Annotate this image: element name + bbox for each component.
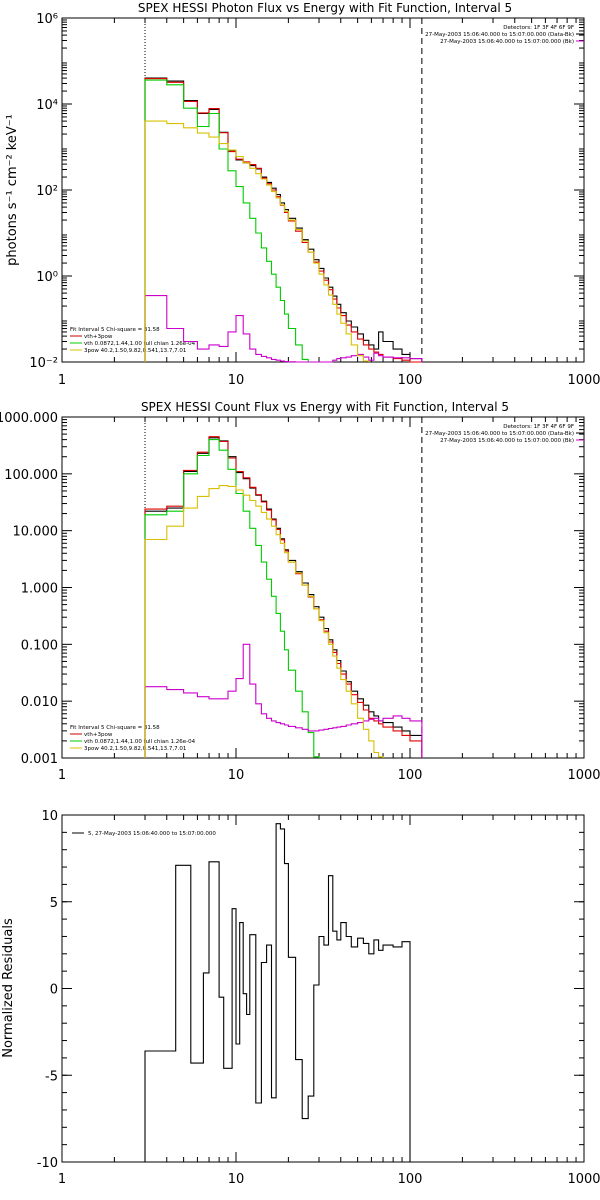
residuals-x-tick-label: 1 [58,1172,66,1187]
photon-flux-x-tick-label: 100 [398,373,423,388]
residuals-y-tick-label: -10 [37,1156,58,1171]
count-flux-series-3-histogram [144,643,423,758]
photon-flux-series-3-histogram [144,295,423,363]
count-flux-header-line-2: 27-May-2003 15:06:40.000 to 15:07:00.000… [425,431,574,437]
photon-flux-panel: SPEX HESSI Photon Flux vs Energy with Fi… [5,1,574,354]
photon-flux-x-tick-label: 10 [228,373,245,388]
photon-flux-x-tick-label: 1000 [567,373,600,388]
count-flux-y-tick-label: 0.100 [21,638,58,653]
count-flux-legend-2: vth 0.0872,1.44,1.00 full chian 1.26e-04 [84,739,196,745]
photon-flux-fit-legend: Fit Interval 5 Chi-square = 31.58 vth+3p… [70,327,196,354]
residuals-plot-area: 1 10 100 1000 -10 -5 0 5 10 [37,809,600,1187]
residuals-y-tick-label: -5 [45,1069,58,1084]
residuals-panel: Normalized Residuals 5, 27-May-2003 15:0… [1,831,216,1058]
count-flux-series-0-histogram [144,437,423,758]
photon-flux-y-tick-label: 10⁻² [29,356,58,371]
residuals-y-tick-label: 10 [41,809,58,824]
count-flux-series-2-histogram [144,439,320,758]
count-flux-header-line-3: 27-May-2003 15:06:40.000 to 15:07:00.000… [440,438,574,444]
residuals-series-0-histogram [144,823,411,1162]
count-flux-x-tick-label: 1000 [567,768,600,783]
count-flux-x-tick-label: 100 [398,768,423,783]
photon-flux-header-line-3: 27-May-2003 15:06:40.000 to 15:07:00.000… [440,39,574,45]
photon-flux-fit-label: Fit Interval 5 Chi-square = 31.58 [70,327,160,333]
residuals-y-tick-label: 5 [50,896,58,911]
photon-flux-series-4-histogram [144,120,370,362]
count-flux-y-tick-label: 0.001 [21,752,58,767]
count-flux-header-line-1: Detectors: 1F 3F 4F 6F 9F [503,424,574,430]
photon-flux-x-tick-label: 1 [58,373,66,388]
count-flux-title: SPEX HESSI Count Flux vs Energy with Fit… [141,400,509,414]
count-flux-plot-area: 1 10 100 1000 0.001 0.010 0.100 1.000 10.000 100.… [0,411,600,783]
photon-flux-header: Detectors: 1F 3F 4F 6F 9F 27-May-2003 15… [425,25,574,45]
residuals-x-tick-label: 100 [398,1172,423,1187]
count-flux-fit-legend: Fit Interval 5 Chi-square = 31.58 vth+3p… [70,725,196,752]
photon-flux-legend-3: 3pow 40.2,1.50,9.82,0.541,13.7,7.01 [84,348,186,354]
count-flux-y-tick-label: 100.000 [4,468,58,483]
photon-flux-header-line-2: 27-May-2003 15:06:40.000 to 15:07:00.000… [425,32,574,38]
count-flux-series-1-histogram [144,436,423,758]
photon-flux-series-1-histogram [144,78,422,363]
count-flux-y-tick-label: 0.010 [21,695,58,710]
photon-flux-y-label: photons s⁻¹ cm⁻² keV⁻¹ [5,114,20,266]
count-flux-legend-1: vth+3pow [84,732,113,738]
count-flux-y-tick-label: 1.000 [21,582,58,597]
residuals-x-tick-label: 1000 [567,1172,600,1187]
photon-flux-y-tick-label: 10² [36,184,58,199]
count-flux-series-4-histogram [144,485,384,758]
photon-flux-plot-area: 1 10 100 1000 10⁻² 10⁰ 10² 10⁴ 10⁶ [29,12,600,388]
count-flux-y-tick-label: 1000.000 [0,411,58,426]
count-flux-frame [61,416,585,759]
residuals-legend-text: 5, 27-May-2003 15:06:40.000 to 15:07:00.… [88,831,216,837]
residuals-frame [61,814,585,1163]
count-flux-legend-3: 3pow 40.2,1.50,9.82,0.541,13.7,7.01 [84,746,186,752]
residuals-legend: 5, 27-May-2003 15:06:40.000 to 15:07:00.… [72,831,216,837]
photon-flux-legend-1: vth+3pow [84,334,113,340]
photon-flux-legend-2: vth 0.0872,1.44,1.00 full chian 1.26e-04 [84,341,196,347]
count-flux-panel: SPEX HESSI Count Flux vs Energy with Fit… [70,400,574,752]
photon-flux-title: SPEX HESSI Photon Flux vs Energy with Fi… [138,1,512,15]
residuals-x-tick-label: 10 [228,1172,245,1187]
photon-flux-frame [61,17,585,363]
count-flux-x-tick-label: 10 [228,768,245,783]
residuals-y-label: Normalized Residuals [1,918,16,1058]
photon-flux-y-tick-label: 10⁶ [36,12,58,27]
photon-flux-series-0-histogram [144,77,423,362]
count-flux-x-tick-label: 1 [58,768,66,783]
count-flux-fit-label: Fit Interval 5 Chi-square = 31.58 [70,725,160,731]
count-flux-y-tick-label: 10.000 [13,525,59,540]
photon-flux-series-2-histogram [144,79,309,362]
photon-flux-y-tick-label: 10⁴ [36,98,58,113]
photon-flux-header-line-1: Detectors: 1F 3F 4F 6F 9F [503,25,574,31]
residuals-y-tick-label: 0 [50,983,58,998]
count-flux-header: Detectors: 1F 3F 4F 6F 9F 27-May-2003 15… [425,424,574,444]
photon-flux-y-tick-label: 10⁰ [36,270,58,285]
